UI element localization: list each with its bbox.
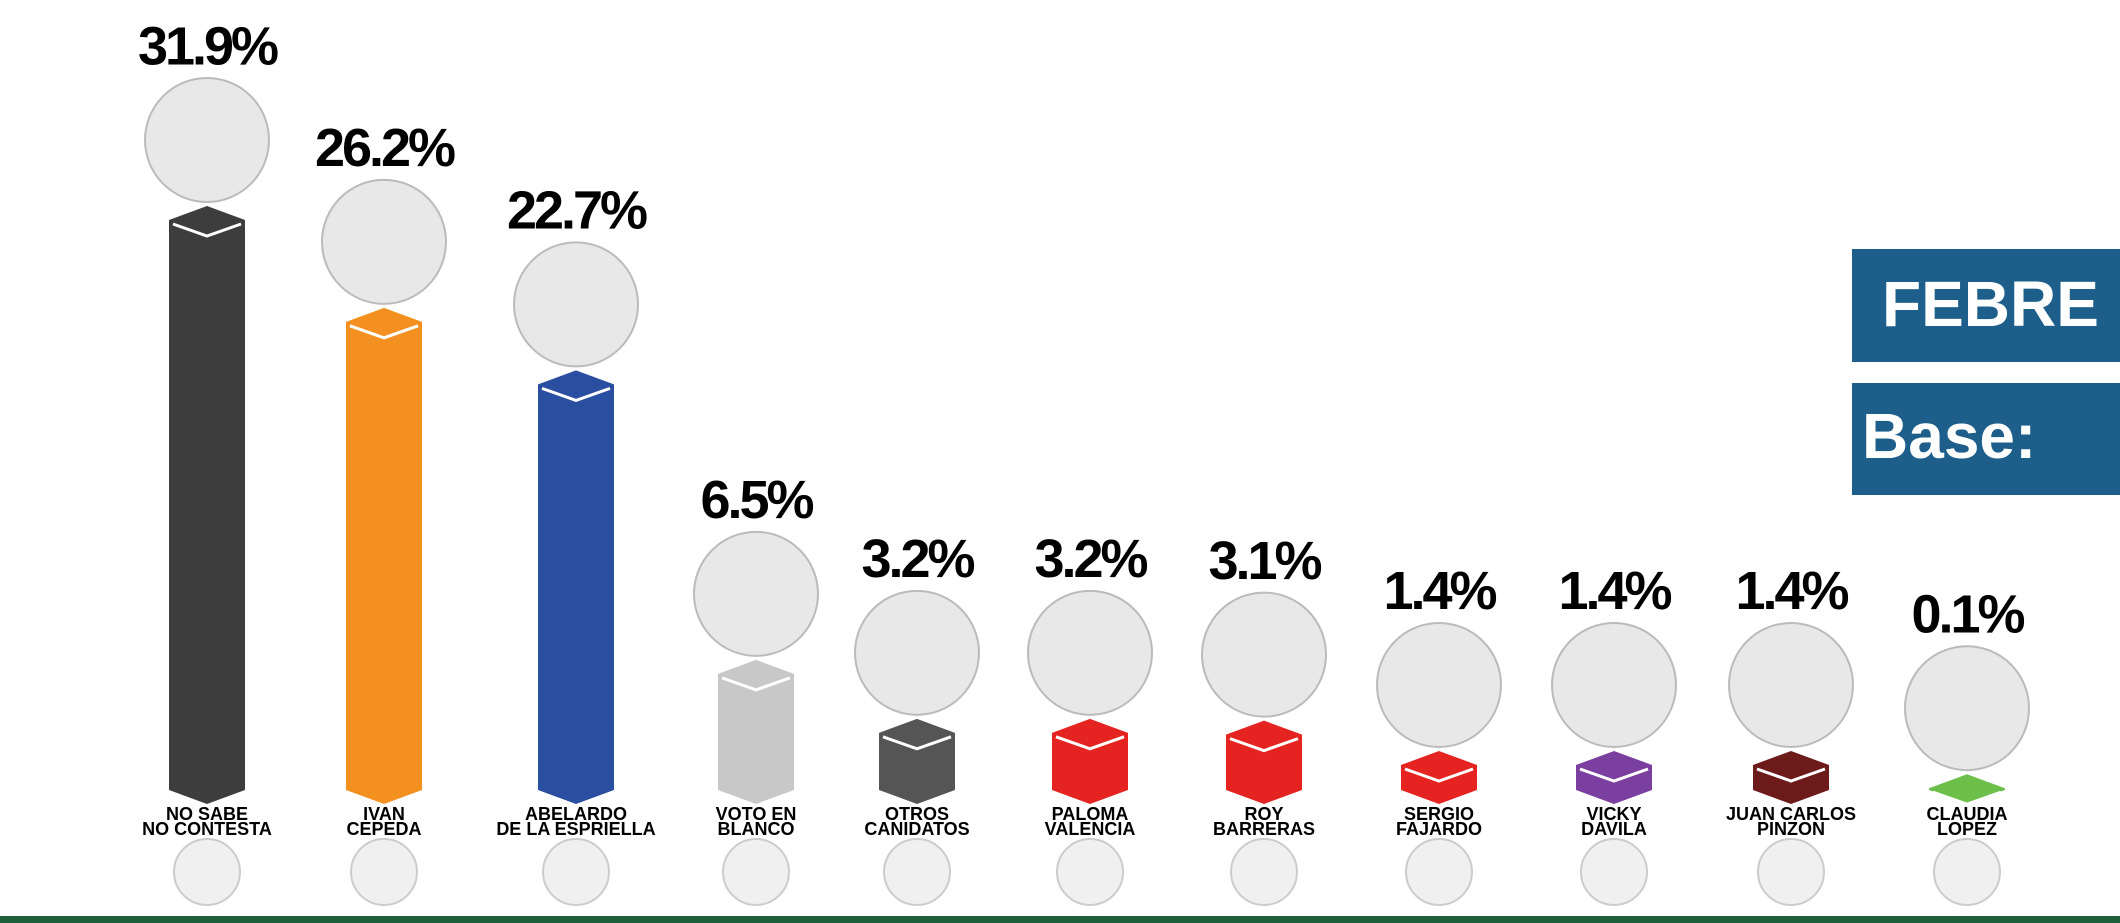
bar-cap xyxy=(882,735,952,751)
bar-cap xyxy=(1579,767,1649,783)
party-logo xyxy=(1757,838,1825,906)
category-label: FAJARDO xyxy=(1396,819,1482,839)
bar-cap xyxy=(349,324,419,340)
value-label: 3.2% xyxy=(1034,529,1147,589)
bar xyxy=(1052,718,1128,804)
candidate-photo xyxy=(1551,621,1677,748)
party-logo xyxy=(173,838,241,906)
candidate-photo xyxy=(1201,591,1327,718)
candidate-photo xyxy=(513,241,639,368)
candidate-photo xyxy=(321,178,447,305)
category-label: LOPEZ xyxy=(1937,819,1997,839)
value-label: 1.4% xyxy=(1558,561,1671,621)
header-box xyxy=(1852,383,2120,495)
party-logo xyxy=(1580,838,1648,906)
bar-cap xyxy=(1404,767,1474,783)
bar-cap xyxy=(1055,735,1125,751)
bar xyxy=(538,370,614,804)
category-label: PINZON xyxy=(1757,819,1825,839)
party-logo xyxy=(1933,838,2001,906)
value-label: 26.2% xyxy=(315,118,455,178)
party-logo xyxy=(883,838,951,906)
category-label: OTROS xyxy=(885,804,949,824)
bar-cap xyxy=(172,222,242,238)
category-label: DAVILA xyxy=(1581,819,1647,839)
category-label: BLANCO xyxy=(718,819,795,839)
category-label: JUAN CARLOS xyxy=(1726,804,1856,824)
bottom-rule xyxy=(0,916,2120,923)
header-box xyxy=(1852,249,2120,362)
party-logo xyxy=(542,838,610,906)
bar-cap xyxy=(1932,790,2002,806)
category-label: SERGIO xyxy=(1404,804,1474,824)
bar-cap xyxy=(721,676,791,692)
value-label: 22.7% xyxy=(507,181,647,241)
category-label: CLAUDIA xyxy=(1927,804,2008,824)
bar-cap xyxy=(1756,767,1826,783)
header-month: FEBRE xyxy=(1882,268,2099,340)
category-label: PALOMA xyxy=(1052,804,1129,824)
bar xyxy=(718,659,794,804)
bar-cap xyxy=(1229,737,1299,753)
party-logo xyxy=(350,838,418,906)
candidate-photo xyxy=(1728,621,1854,748)
category-label: VICKY xyxy=(1586,804,1641,824)
value-label: 31.9% xyxy=(138,16,278,76)
value-label: 3.2% xyxy=(861,529,974,589)
bar xyxy=(1576,750,1652,804)
party-logo xyxy=(1405,838,1473,906)
bar xyxy=(1401,750,1477,804)
value-label: 1.4% xyxy=(1735,561,1848,621)
candidate-photo xyxy=(1904,645,2030,772)
party-logo xyxy=(722,838,790,906)
candidate-photo xyxy=(144,77,270,203)
candidate-photo xyxy=(1376,621,1502,748)
candidate-photo xyxy=(693,530,819,657)
value-label: 1.4% xyxy=(1383,561,1496,621)
bar-cap xyxy=(541,386,611,402)
party-logo xyxy=(1230,838,1298,906)
candidate-photo xyxy=(854,589,980,716)
bar xyxy=(169,206,245,804)
category-label: ABELARDO xyxy=(525,804,627,824)
category-label: DE LA ESPRIELLA xyxy=(496,819,655,839)
category-label: ROY xyxy=(1244,804,1283,824)
category-label: NO SABE xyxy=(166,804,248,824)
value-label: 3.1% xyxy=(1208,531,1321,591)
category-label: CEPEDA xyxy=(346,819,421,839)
category-label: IVAN xyxy=(363,804,405,824)
header-base: Base: xyxy=(1862,400,2036,472)
value-label: 6.5% xyxy=(700,470,813,530)
category-label: VALENCIA xyxy=(1045,819,1136,839)
category-label: VOTO EN xyxy=(716,804,797,824)
candidate-photo xyxy=(1027,589,1153,716)
bar xyxy=(1226,720,1302,804)
party-logo xyxy=(1056,838,1124,906)
category-label: NO CONTESTA xyxy=(142,819,272,839)
category-label: CANIDATOS xyxy=(864,819,969,839)
bar xyxy=(346,307,422,804)
bar xyxy=(1753,750,1829,804)
value-label: 0.1% xyxy=(1911,584,2024,644)
bar xyxy=(879,718,955,804)
bar xyxy=(1929,774,2005,804)
category-label: BARRERAS xyxy=(1213,819,1315,839)
